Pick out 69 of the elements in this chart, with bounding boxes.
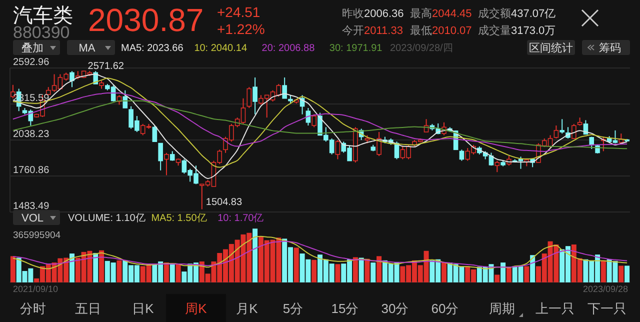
text: 上一只 xyxy=(536,301,574,316)
text: +24.51 xyxy=(217,4,260,20)
bar xyxy=(176,264,181,282)
text: 成交量3173.0万 xyxy=(478,24,556,37)
text: 60分 xyxy=(431,301,459,316)
text: 分时 xyxy=(20,301,46,316)
bar xyxy=(500,262,506,282)
bar xyxy=(624,266,630,282)
series-label: 10: 1.70亿 xyxy=(218,213,264,224)
text: 周期 xyxy=(489,301,515,316)
text: 最低2010.07 xyxy=(410,25,472,37)
text: MA5: 1.50亿 xyxy=(151,213,207,224)
text: 日K xyxy=(132,301,154,316)
bar xyxy=(93,252,98,282)
bar xyxy=(99,250,104,282)
bar xyxy=(524,266,530,282)
y-tick-label: 2038.23 xyxy=(13,129,50,140)
text: 昨收2006.36 xyxy=(342,8,404,20)
text: 20: 2006.88 xyxy=(262,43,316,54)
text: 2023/09/28/四 xyxy=(390,43,453,54)
y-tick-label: 1760.86 xyxy=(13,165,50,176)
y-tick-label: 1483.49 xyxy=(13,201,50,212)
bar xyxy=(352,257,358,282)
bar xyxy=(164,262,169,282)
text: 下一只 xyxy=(588,301,626,316)
bar xyxy=(294,248,299,282)
text: MA5: 2023.66 xyxy=(121,43,184,54)
annotation: 1504.83 xyxy=(206,197,242,208)
text: 最高2044.45 xyxy=(410,7,472,20)
text: 叠加 xyxy=(22,42,44,54)
text: 月K xyxy=(236,301,258,316)
text: 2021/09/10 xyxy=(13,284,58,294)
bar xyxy=(442,262,446,282)
bar xyxy=(600,260,606,282)
bar xyxy=(335,264,340,282)
text: 成交额437.07亿 xyxy=(478,7,556,20)
text: 筹码 xyxy=(599,42,621,54)
annotation: 365995904 xyxy=(13,230,61,241)
annotation: 2571.62 xyxy=(88,60,124,72)
bar xyxy=(358,258,364,282)
text: 30: 1971.91 xyxy=(329,43,383,54)
text: 五日 xyxy=(75,301,101,316)
text: 今开2011.33 xyxy=(342,25,403,37)
bar xyxy=(364,258,370,282)
text: 区间统计 xyxy=(529,42,573,54)
y-tick-label: 2592.96 xyxy=(13,57,50,68)
text: 周K xyxy=(185,301,208,316)
text: 30分 xyxy=(381,301,409,316)
bar xyxy=(376,256,382,282)
bar xyxy=(116,260,122,282)
bar xyxy=(506,268,512,282)
text: 2023/09/28 xyxy=(582,284,628,294)
bar xyxy=(170,264,175,282)
text: 10: 2040.14 xyxy=(194,43,248,54)
text: VOLUME: 1.10亿 xyxy=(68,213,146,224)
bar xyxy=(10,256,16,282)
text: MA xyxy=(78,42,96,54)
bar xyxy=(530,255,536,282)
bar xyxy=(252,228,258,282)
text: VOL xyxy=(21,212,44,224)
bar xyxy=(618,266,624,282)
bar xyxy=(70,254,74,282)
text: +1.22% xyxy=(217,21,265,37)
bar xyxy=(312,260,317,282)
bar xyxy=(370,262,376,282)
text: 5分 xyxy=(282,301,304,316)
text: 15分 xyxy=(331,301,359,316)
text: 2030.87 xyxy=(88,2,204,38)
bar xyxy=(494,274,500,282)
